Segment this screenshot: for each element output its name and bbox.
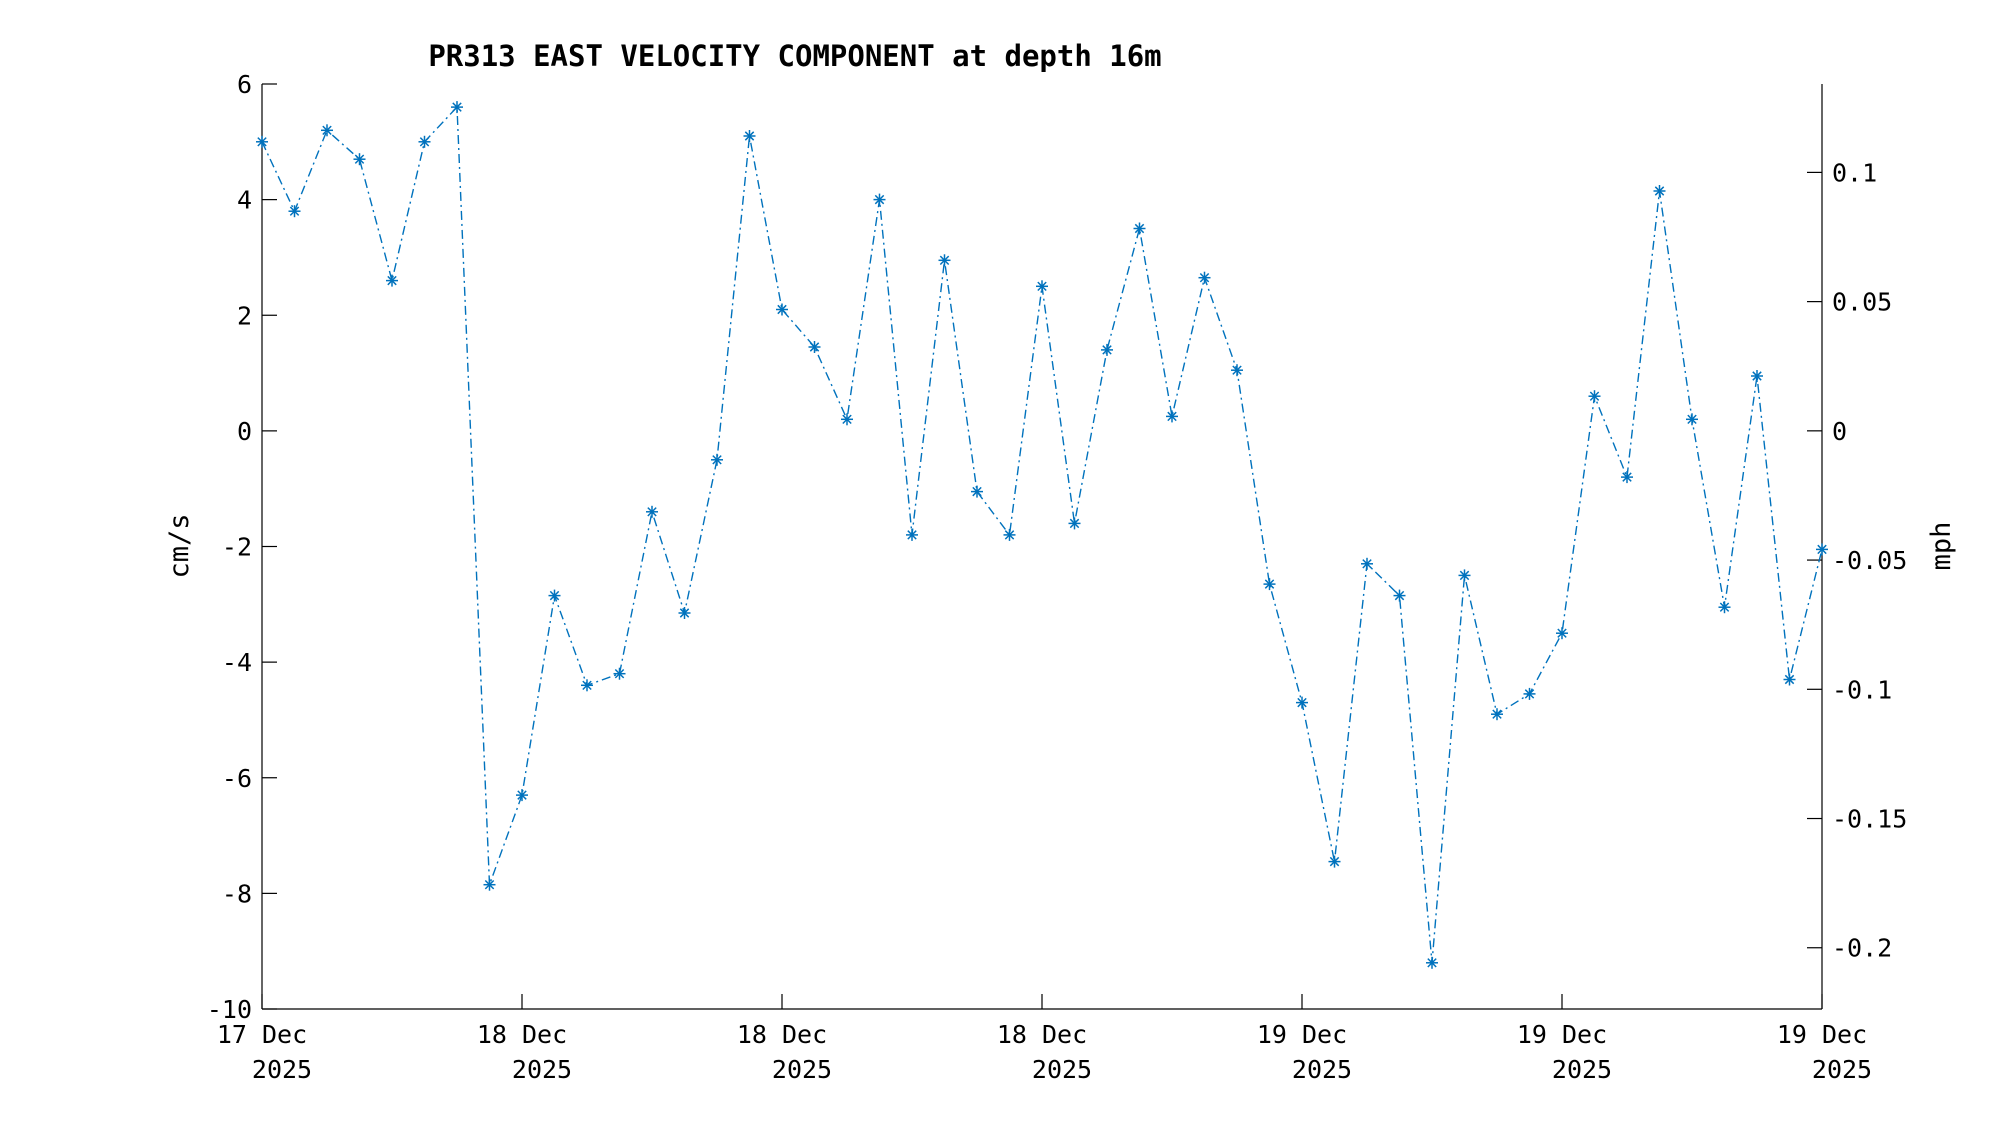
data-point bbox=[1101, 343, 1113, 356]
y-tick-label: 4 bbox=[237, 186, 252, 215]
x-tick-label: 19 Dec bbox=[1777, 1020, 1867, 1049]
y2-tick-label: -0.1 bbox=[1832, 675, 1892, 704]
data-point bbox=[808, 341, 821, 353]
series-line bbox=[261, 105, 1823, 963]
data-point bbox=[971, 485, 983, 498]
data-point bbox=[1068, 517, 1081, 530]
data-point bbox=[483, 878, 496, 891]
data-point bbox=[873, 193, 886, 206]
data-point bbox=[776, 303, 788, 316]
chart-title: PR313 EAST VELOCITY COMPONENT at depth 1… bbox=[428, 39, 1161, 73]
x-tick-year-label: 2025 bbox=[1292, 1055, 1352, 1084]
data-point bbox=[1133, 222, 1146, 235]
data-point bbox=[1653, 185, 1666, 197]
data-point bbox=[841, 413, 853, 426]
data-point bbox=[1263, 578, 1276, 591]
data-point bbox=[1003, 528, 1016, 541]
data-point bbox=[1036, 280, 1048, 293]
x-axis-ticks: 17 Dec 2025 18 Dec 2025 18 Dec 2025 18 Dec 2025… bbox=[217, 994, 1872, 1084]
data-point bbox=[1393, 589, 1406, 602]
x-tick-label: 17 Dec bbox=[217, 1020, 307, 1049]
data-point bbox=[613, 667, 626, 680]
data-point bbox=[711, 453, 723, 466]
data-point bbox=[516, 789, 528, 802]
data-point bbox=[288, 205, 301, 218]
data-point bbox=[353, 153, 366, 166]
y-tick-label: 6 bbox=[237, 70, 252, 99]
x-tick-label: 19 Dec bbox=[1257, 1020, 1347, 1049]
data-point bbox=[1296, 696, 1308, 709]
data-point bbox=[418, 135, 431, 148]
left-y-axis-ticks: -10 -8 -6 -4 -2 0 2 4 6 bbox=[207, 70, 277, 1024]
data-point bbox=[548, 589, 561, 602]
data-point bbox=[1328, 855, 1341, 868]
data-point bbox=[1588, 390, 1601, 403]
data-point bbox=[1231, 364, 1243, 377]
data-point bbox=[1361, 557, 1373, 570]
y2-tick-label: -0.05 bbox=[1832, 546, 1907, 575]
right-y-axis-label: mph bbox=[1926, 522, 1957, 571]
data-point bbox=[1718, 601, 1731, 614]
x-tick-year-label: 2025 bbox=[1812, 1055, 1872, 1084]
data-point bbox=[386, 274, 398, 287]
y-tick-label: -2 bbox=[222, 533, 252, 562]
y2-tick-label: -0.2 bbox=[1832, 934, 1892, 963]
x-tick-label: 19 Dec bbox=[1517, 1020, 1607, 1049]
data-point bbox=[321, 124, 333, 137]
data-point bbox=[581, 679, 593, 692]
x-tick-year-label: 2025 bbox=[1552, 1055, 1612, 1084]
velocity-series bbox=[256, 101, 1828, 969]
y-tick-label: -8 bbox=[222, 879, 252, 908]
data-point bbox=[1751, 370, 1763, 382]
y2-tick-label: 0.05 bbox=[1832, 288, 1892, 317]
data-point bbox=[678, 607, 691, 619]
x-tick-year-label: 2025 bbox=[772, 1055, 832, 1084]
data-point bbox=[938, 254, 951, 267]
y2-tick-label: 0 bbox=[1832, 417, 1847, 446]
data-point bbox=[1816, 543, 1828, 556]
x-tick-year-label: 2025 bbox=[512, 1055, 572, 1084]
data-point bbox=[1686, 413, 1698, 426]
data-point bbox=[1198, 271, 1211, 284]
data-point bbox=[1556, 627, 1568, 640]
y-tick-label: 0 bbox=[237, 417, 252, 446]
data-point bbox=[1426, 956, 1438, 969]
y2-tick-label: -0.15 bbox=[1832, 805, 1907, 834]
data-point bbox=[1166, 410, 1178, 423]
data-point bbox=[1491, 708, 1503, 721]
data-point bbox=[1523, 687, 1536, 700]
x-tick-year-label: 2025 bbox=[252, 1055, 312, 1084]
data-point bbox=[743, 130, 756, 142]
plot-axes bbox=[261, 84, 1823, 1010]
data-point bbox=[646, 505, 658, 518]
right-y-axis-ticks: -0.2 -0.15 -0.1 -0.05 0 0.05 0.1 bbox=[1807, 158, 1907, 963]
data-point bbox=[1783, 673, 1796, 686]
y-tick-label: -4 bbox=[222, 648, 252, 677]
data-point bbox=[1458, 569, 1471, 582]
y-tick-label: -6 bbox=[222, 764, 252, 793]
y-tick-label: 2 bbox=[237, 301, 252, 330]
data-point bbox=[1621, 471, 1633, 484]
data-point bbox=[451, 101, 463, 114]
y2-tick-label: 0.1 bbox=[1832, 158, 1877, 187]
x-tick-label: 18 Dec bbox=[477, 1020, 567, 1049]
y-tick-label: -10 bbox=[207, 995, 252, 1024]
data-point bbox=[906, 528, 918, 541]
x-tick-label: 18 Dec bbox=[737, 1020, 827, 1049]
left-y-axis-label: cm/s bbox=[164, 513, 195, 578]
x-tick-label: 18 Dec bbox=[997, 1020, 1087, 1049]
data-point bbox=[256, 135, 268, 148]
x-tick-year-label: 2025 bbox=[1032, 1055, 1092, 1084]
